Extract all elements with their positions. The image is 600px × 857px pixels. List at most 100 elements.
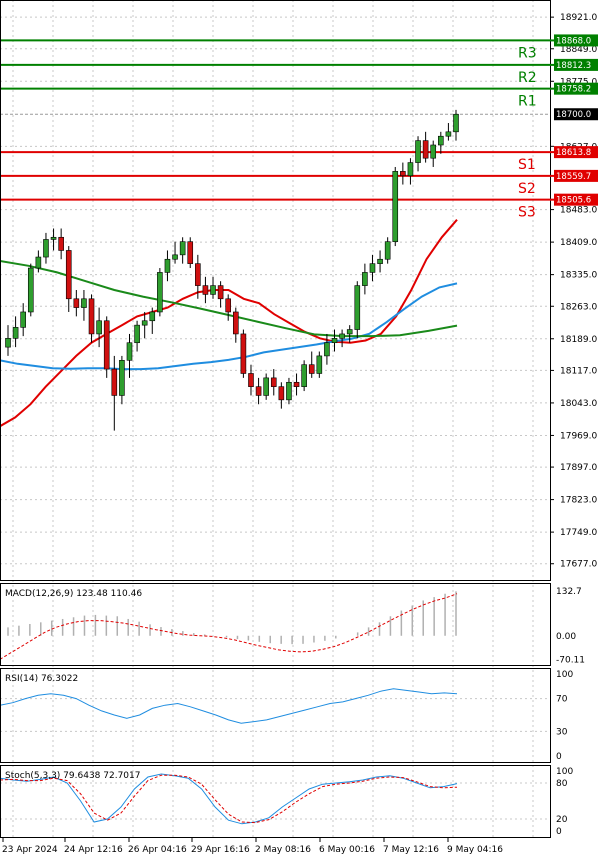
candle [316,351,323,378]
candle [324,333,330,365]
stoch-panel [0,773,458,825]
candle [119,355,125,405]
candle [453,109,459,141]
candle [179,237,186,264]
candle [308,351,315,378]
pivot-tag-label: 18868.0 [556,36,591,46]
candle [400,162,406,185]
pivot-tag [554,146,598,159]
x-tick-label: 6 May 00:16 [319,845,375,855]
candle [331,329,338,352]
candle [232,307,239,343]
x-tick-label: 24 Apr 12:16 [64,845,123,855]
y-tick-label: 18921.0 [560,13,597,23]
rsi-y-label: 100 [556,670,573,680]
candle [377,250,383,273]
candle [172,241,178,264]
candle [195,254,201,299]
candle [240,329,247,378]
candle [20,303,26,337]
candle [43,232,49,264]
pivot-tag-label: 18812.3 [556,61,591,71]
candle [73,290,80,317]
rsi-line [0,688,458,724]
candle [65,246,72,312]
grid [0,0,550,837]
candle [362,263,368,295]
candle [270,369,277,396]
x-tick-label: 29 Apr 16:16 [191,845,250,855]
candle [384,237,391,264]
macd-y-label: -70.11 [556,655,585,665]
pivot-tag-label: 18613.8 [556,148,591,158]
stoch-k-line [0,773,458,825]
pivot-label-r2: R2 [518,70,537,86]
candle [422,131,429,163]
x-tick-label: 9 May 04:16 [447,845,503,855]
stoch-y-label: 100 [556,767,573,777]
candle [50,228,57,251]
candle [430,140,437,167]
y-tick-label: 18849.0 [560,45,597,55]
candle [225,294,232,321]
pivot-label-s2: S2 [518,181,536,197]
x-tick-label: 2 May 08:16 [255,845,311,855]
macd-signal-line [0,593,458,660]
candle [96,307,102,348]
candle [438,131,444,154]
pivot-tag [554,34,598,47]
candle [369,254,376,282]
candle [187,237,194,269]
pivot-label-s1: S1 [518,157,536,173]
candle [103,316,110,378]
y-tick-label: 18189.0 [560,335,597,345]
pivot-lines: R3 R2 R1 S1 S2 S3 [0,39,550,221]
candle [157,268,163,317]
rsi-panel [0,688,458,724]
stoch-y-label: 0 [556,827,562,837]
candle [134,320,140,352]
price-panel: R3 R2 R1 S1 S2 S3 [0,39,550,431]
rsi-y-label: 70 [556,695,568,705]
candle [255,377,262,405]
candle [210,276,216,299]
candles [5,109,459,431]
stoch-d-line [0,774,458,824]
candle [354,281,361,339]
candle [202,276,209,304]
rsi-y-label: 30 [556,727,568,737]
candle [392,166,399,247]
y-tick-label: 18117.0 [560,366,597,376]
x-tick-label: 7 May 12:16 [383,845,439,855]
candle [248,364,254,396]
candle [415,136,421,172]
pivot-label-r3: R3 [518,45,537,61]
y-tick-label: 18263.0 [560,302,597,312]
pivot-tag-label: 18505.6 [556,196,591,206]
macd-histogram [7,591,457,645]
rsi-y-label: 0 [556,752,562,762]
candle [111,355,118,431]
candle [5,325,11,356]
macd-label: MACD(12,26,9) 123.48 110.46 [5,589,142,599]
axis-labels: 18921.018849.018775.018627.018483.018409… [2,13,598,855]
candle [217,281,224,308]
candle [164,250,171,282]
y-tick-label: 18409.0 [560,238,597,248]
candle [339,329,345,348]
macd-y-label: 132.7 [556,587,582,597]
panel-frames [0,0,551,838]
current-price-label: 18700.0 [556,110,591,120]
candle [27,263,34,317]
candle [58,228,64,260]
candle [141,311,148,339]
pivot-tag [554,58,598,71]
macd-panel [0,591,458,660]
stoch-y-label: 20 [556,815,568,825]
candle [293,373,300,396]
macd-y-label: 0.00 [556,632,576,642]
candle [126,333,133,378]
stoch-label: Stoch(5,3,3) 79.6438 72.7017 [5,771,140,781]
pivot-label-r1: R1 [518,94,537,110]
